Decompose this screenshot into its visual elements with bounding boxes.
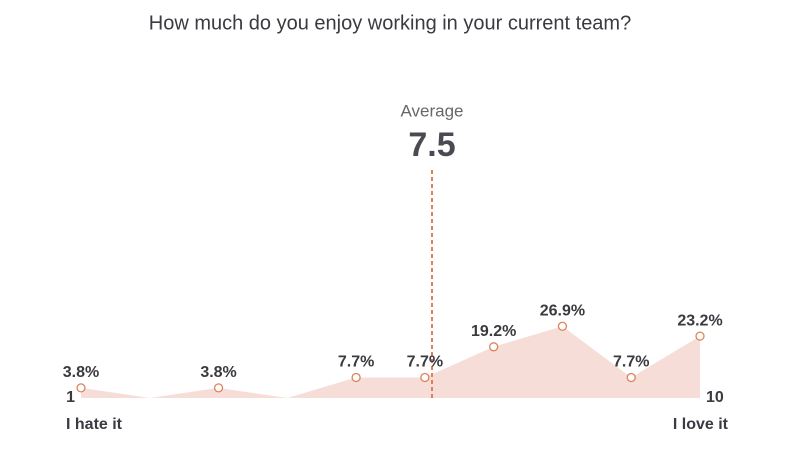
chart-title: How much do you enjoy working in your cu… — [149, 12, 631, 34]
value-label: 7.7% — [338, 354, 374, 371]
value-label: 7.7% — [407, 354, 443, 371]
point — [213, 383, 224, 393]
average-value: 7.5 — [408, 126, 455, 164]
x-tick-label: 1 — [66, 389, 75, 406]
x-tick-label: 10 — [706, 389, 724, 406]
point — [489, 342, 499, 352]
value-label: 26.9% — [540, 302, 585, 319]
average-label: Average — [400, 101, 463, 120]
x-max-label: I love it — [673, 416, 729, 433]
value-label: 3.8% — [200, 364, 236, 381]
point — [351, 372, 361, 383]
x-min-label: I hate it — [66, 416, 123, 433]
value-label: 3.8% — [63, 364, 99, 381]
value-label: 19.2% — [471, 323, 516, 340]
point — [557, 321, 568, 331]
value-label: 23.2% — [677, 312, 722, 329]
point — [76, 383, 86, 393]
point — [695, 331, 705, 341]
area — [81, 326, 700, 398]
value-label: 7.7% — [613, 354, 649, 371]
point — [626, 372, 636, 383]
point — [420, 372, 430, 383]
